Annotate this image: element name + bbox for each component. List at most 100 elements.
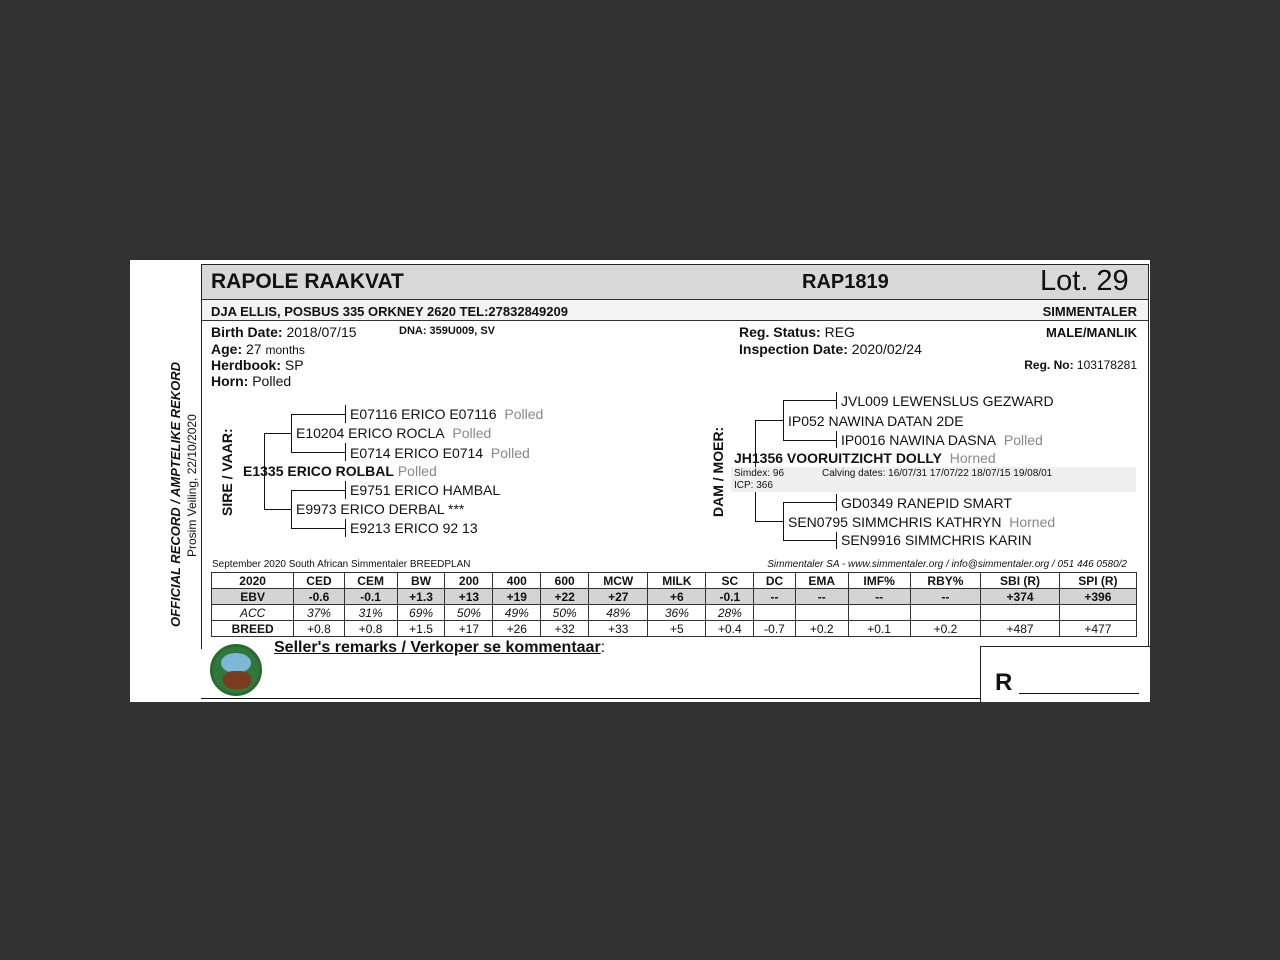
sire-dam-dam: E9213 ERICO 92 13 xyxy=(350,520,478,536)
horn: Horn: Polled xyxy=(211,373,291,389)
horn: Horned xyxy=(949,450,996,466)
pedigree-line xyxy=(783,400,836,401)
animal-code: RAP1819 xyxy=(802,271,889,293)
ebv-cell: 50% xyxy=(540,604,590,621)
dna: DNA: 359U009, SV xyxy=(399,325,495,337)
value: 2018/07/15 xyxy=(286,324,357,340)
dam-sire-sire: JVL009 LEWENSLUS GEZWARD xyxy=(841,393,1054,409)
unit: months xyxy=(265,343,305,357)
ebv-cell: +26 xyxy=(492,620,542,637)
horn: Polled xyxy=(1003,432,1043,448)
pedigree-line xyxy=(836,494,837,511)
ebv-cell: 36% xyxy=(647,604,707,621)
sire-sire: E10204 ERICO ROCLA Polled xyxy=(296,425,491,441)
sire-dam: E9973 ERICO DERBAL *** xyxy=(296,501,465,517)
ebv-row-header: 2020 CED CEM BW 200 400 600 MCW MILK SC DC EMA IMF% R… xyxy=(210,572,1138,589)
reg-no: Reg. No: 103178281 xyxy=(1024,358,1137,372)
ebv-cell: -0.1 xyxy=(343,588,398,605)
ebv-cell: 48% xyxy=(588,604,649,621)
dam-dam-dam: SEN9916 SIMMCHRIS KARIN xyxy=(841,532,1032,548)
ebv-cell: +22 xyxy=(540,588,590,605)
ebv-cell: -0.6 xyxy=(293,588,345,605)
pedigree-line xyxy=(291,528,345,529)
ebv-cell: +0.2 xyxy=(794,620,849,637)
ebv-cell: 28% xyxy=(705,604,755,621)
pedigree-line xyxy=(836,431,837,448)
ebv-cell: +13 xyxy=(444,588,494,605)
label: Age: xyxy=(211,341,243,357)
ebv-cell: EMA xyxy=(794,572,849,589)
sellers-remarks-label: Seller's remarks / Verkoper se kommentaa… xyxy=(274,639,605,657)
ebv-cell xyxy=(794,604,849,621)
ebv-cell: +32 xyxy=(540,620,590,637)
ebv-cell: +477 xyxy=(1058,620,1138,637)
calving-dates: Calving dates: 16/07/31 17/07/22 18/07/1… xyxy=(822,468,1053,479)
label-text: Seller's remarks / Verkoper se kommentaa… xyxy=(274,639,601,656)
ebv-cell: 37% xyxy=(293,604,345,621)
ebv-cell: CEM xyxy=(343,572,398,589)
ebv-cell: SBI (R) xyxy=(980,572,1060,589)
pedigree-line xyxy=(783,440,836,441)
pedigree-line xyxy=(345,519,346,537)
ebv-cell: +0.8 xyxy=(293,620,345,637)
card-frame xyxy=(201,264,1149,649)
ebv-cell: -- xyxy=(753,588,796,605)
icp: ICP: 366 xyxy=(734,480,773,491)
ebv-cell: 400 xyxy=(492,572,542,589)
official-record: OFFICIAL RECORD / AMPTELIKE REKORD xyxy=(168,361,183,627)
dam-dam: SEN0795 SIMMCHRIS KATHRYN Horned xyxy=(788,514,1055,530)
price-prefix: R xyxy=(995,669,1013,696)
horn: Polled xyxy=(490,445,530,461)
breedplan-contact: Simmentaler SA - www.simmentaler.org / i… xyxy=(767,559,1127,570)
ebv-cell: +374 xyxy=(980,588,1060,605)
reg-status: Reg. Status: REG xyxy=(739,324,855,340)
ebv-cell: +487 xyxy=(980,620,1060,637)
ebv-cell: -- xyxy=(847,588,911,605)
pedigree-line xyxy=(291,452,345,453)
dam-label: DAM / MOER: xyxy=(710,426,726,517)
name: E10204 ERICO ROCLA xyxy=(296,425,445,441)
ebv-row-breed: BREED +0.8 +0.8 +1.5 +17 +26 +32 +33 +5 +0.4 -0.7 +… xyxy=(210,620,1138,637)
pedigree-line xyxy=(783,502,784,541)
owner: DJA ELLIS, POSBUS 335 ORKNEY 2620 TEL:27… xyxy=(211,304,568,319)
ebv-cell: +0.1 xyxy=(847,620,911,637)
ebv-cell: -0.7 xyxy=(753,620,796,637)
sire: E1335 ERICO ROLBAL Polled xyxy=(243,463,437,479)
ebv-cell: +1.3 xyxy=(396,588,446,605)
pedigree-line xyxy=(783,400,784,441)
header-bar xyxy=(202,265,1148,300)
price-box[interactable]: R xyxy=(980,646,1150,702)
ebv-cell: 50% xyxy=(444,604,494,621)
owner-bar xyxy=(202,300,1148,321)
pedigree-line xyxy=(264,433,291,434)
label: Herdbook: xyxy=(211,357,281,373)
ebv-cell: 200 xyxy=(444,572,494,589)
ebv-cell xyxy=(909,604,982,621)
ebv-cell: +5 xyxy=(647,620,707,637)
label: Inspection Date: xyxy=(739,341,848,357)
ebv-cell: DC xyxy=(753,572,796,589)
name: E07116 ERICO E07116 xyxy=(350,406,497,422)
ebv-cell: EBV xyxy=(210,588,295,605)
horn: Horned xyxy=(1009,514,1056,530)
sire-dam-sire: E9751 ERICO HAMBAL xyxy=(350,482,501,498)
pedigree-line xyxy=(345,405,346,423)
ebv-cell: MILK xyxy=(647,572,707,589)
label: Reg. No: xyxy=(1024,358,1074,372)
lot-number: Lot. 29 xyxy=(1040,265,1129,297)
label: Birth Date: xyxy=(211,324,283,340)
value: 27 xyxy=(246,341,262,357)
horn: Polled xyxy=(504,406,544,422)
value: 103178281 xyxy=(1076,358,1137,372)
ebv-cell: 49% xyxy=(492,604,542,621)
value: SP xyxy=(284,357,304,373)
value: 2020/02/24 xyxy=(851,341,922,357)
ebv-cell: +0.4 xyxy=(705,620,755,637)
ebv-cell: ACC xyxy=(210,604,295,621)
inspection-date: Inspection Date: 2020/02/24 xyxy=(739,341,922,357)
pedigree-line xyxy=(783,540,836,541)
ebv-cell: RBY% xyxy=(909,572,982,589)
value: REG xyxy=(824,324,855,340)
ebv-cell: 31% xyxy=(343,604,398,621)
sale-info: Prosim Veiling, 22/10/2020 xyxy=(185,414,199,557)
